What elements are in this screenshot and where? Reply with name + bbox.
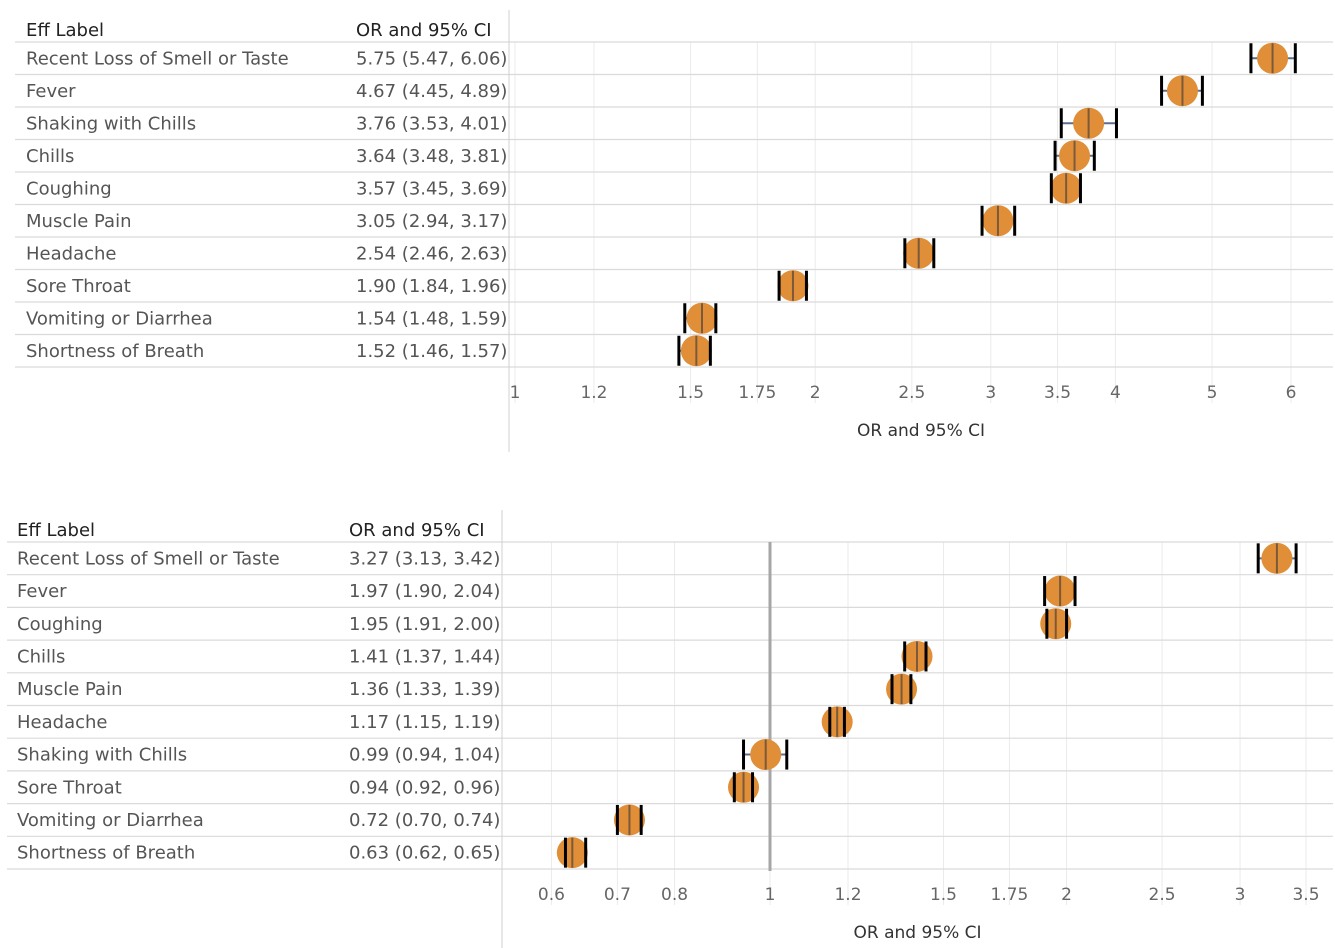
x-tick-label: 1 (510, 383, 521, 403)
row-label: Fever (17, 581, 67, 602)
row-label: Chills (17, 646, 65, 667)
row-label: Vomiting or Diarrhea (17, 810, 204, 831)
x-tick-label: 1 (765, 885, 776, 905)
x-tick-label: 3 (1235, 885, 1246, 905)
x-tick-label: 1.2 (580, 383, 607, 403)
x-axis-title: OR and 95% CI (857, 421, 985, 441)
x-tick-label: 5 (1207, 383, 1218, 403)
row-value: 2.54 (2.46, 2.63) (356, 243, 507, 264)
row-label: Headache (26, 243, 116, 264)
row-value: 1.52 (1.46, 1.57) (356, 341, 507, 362)
x-tick-label: 3.5 (1292, 885, 1319, 905)
row-value: 1.54 (1.48, 1.59) (356, 308, 507, 329)
row-label: Vomiting or Diarrhea (26, 308, 213, 329)
row-value: 1.41 (1.37, 1.44) (349, 646, 500, 667)
row-label: Recent Loss of Smell or Taste (17, 548, 280, 569)
x-tick-label: 1.75 (738, 383, 776, 403)
x-tick-label: 1.2 (834, 885, 861, 905)
row-label: Shortness of Breath (17, 843, 195, 864)
row-value: 1.95 (1.91, 2.00) (349, 614, 500, 635)
row-value: 3.76 (3.53, 4.01) (356, 113, 507, 134)
row-label: Muscle Pain (26, 211, 132, 232)
x-tick-label: 1.5 (677, 383, 704, 403)
row-label: Sore Throat (17, 777, 122, 798)
row-label: Recent Loss of Smell or Taste (26, 48, 289, 69)
row-value: 0.72 (0.70, 0.74) (349, 810, 500, 831)
row-value: 0.94 (0.92, 0.96) (349, 777, 500, 798)
row-value: 1.17 (1.15, 1.19) (349, 712, 500, 733)
x-tick-label: 1.5 (930, 885, 957, 905)
row-value: 3.64 (3.48, 3.81) (356, 146, 507, 167)
x-tick-label: 2 (1061, 885, 1072, 905)
x-tick-label: 4 (1110, 383, 1121, 403)
row-value: 0.99 (0.94, 1.04) (349, 745, 500, 766)
header-eff-label: Eff Label (26, 20, 104, 41)
row-value: 3.27 (3.13, 3.42) (349, 548, 500, 569)
x-tick-label: 2.5 (1149, 885, 1176, 905)
row-label: Sore Throat (26, 276, 131, 297)
x-axis-title: OR and 95% CI (853, 923, 981, 943)
header-or-ci: OR and 95% CI (356, 20, 492, 41)
row-label: Shaking with Chills (26, 113, 196, 134)
x-tick-label: 0.8 (661, 885, 688, 905)
row-label: Shortness of Breath (26, 341, 204, 362)
row-label: Muscle Pain (17, 679, 123, 700)
row-value: 3.57 (3.45, 3.69) (356, 178, 507, 199)
header-or-ci: OR and 95% CI (349, 520, 485, 541)
row-value: 0.63 (0.62, 0.65) (349, 843, 500, 864)
x-tick-label: 6 (1286, 383, 1297, 403)
x-tick-label: 1.75 (991, 885, 1029, 905)
row-label: Headache (17, 712, 107, 733)
row-value: 5.75 (5.47, 6.06) (356, 48, 507, 69)
row-value: 3.05 (2.94, 3.17) (356, 211, 507, 232)
x-tick-label: 3 (985, 383, 996, 403)
x-tick-label: 0.7 (604, 885, 631, 905)
row-value: 1.97 (1.90, 2.04) (349, 581, 500, 602)
x-tick-label: 2.5 (898, 383, 925, 403)
row-label: Fever (26, 81, 76, 102)
row-value: 1.90 (1.84, 1.96) (356, 276, 507, 297)
row-label: Shaking with Chills (17, 745, 187, 766)
row-label: Chills (26, 146, 74, 167)
x-tick-label: 0.6 (538, 885, 565, 905)
row-value: 1.36 (1.33, 1.39) (349, 679, 500, 700)
row-label: Coughing (26, 178, 112, 199)
row-value: 4.67 (4.45, 4.89) (356, 81, 507, 102)
row-label: Coughing (17, 614, 103, 635)
x-tick-label: 2 (810, 383, 821, 403)
header-eff-label: Eff Label (17, 520, 95, 541)
x-tick-label: 3.5 (1044, 383, 1071, 403)
